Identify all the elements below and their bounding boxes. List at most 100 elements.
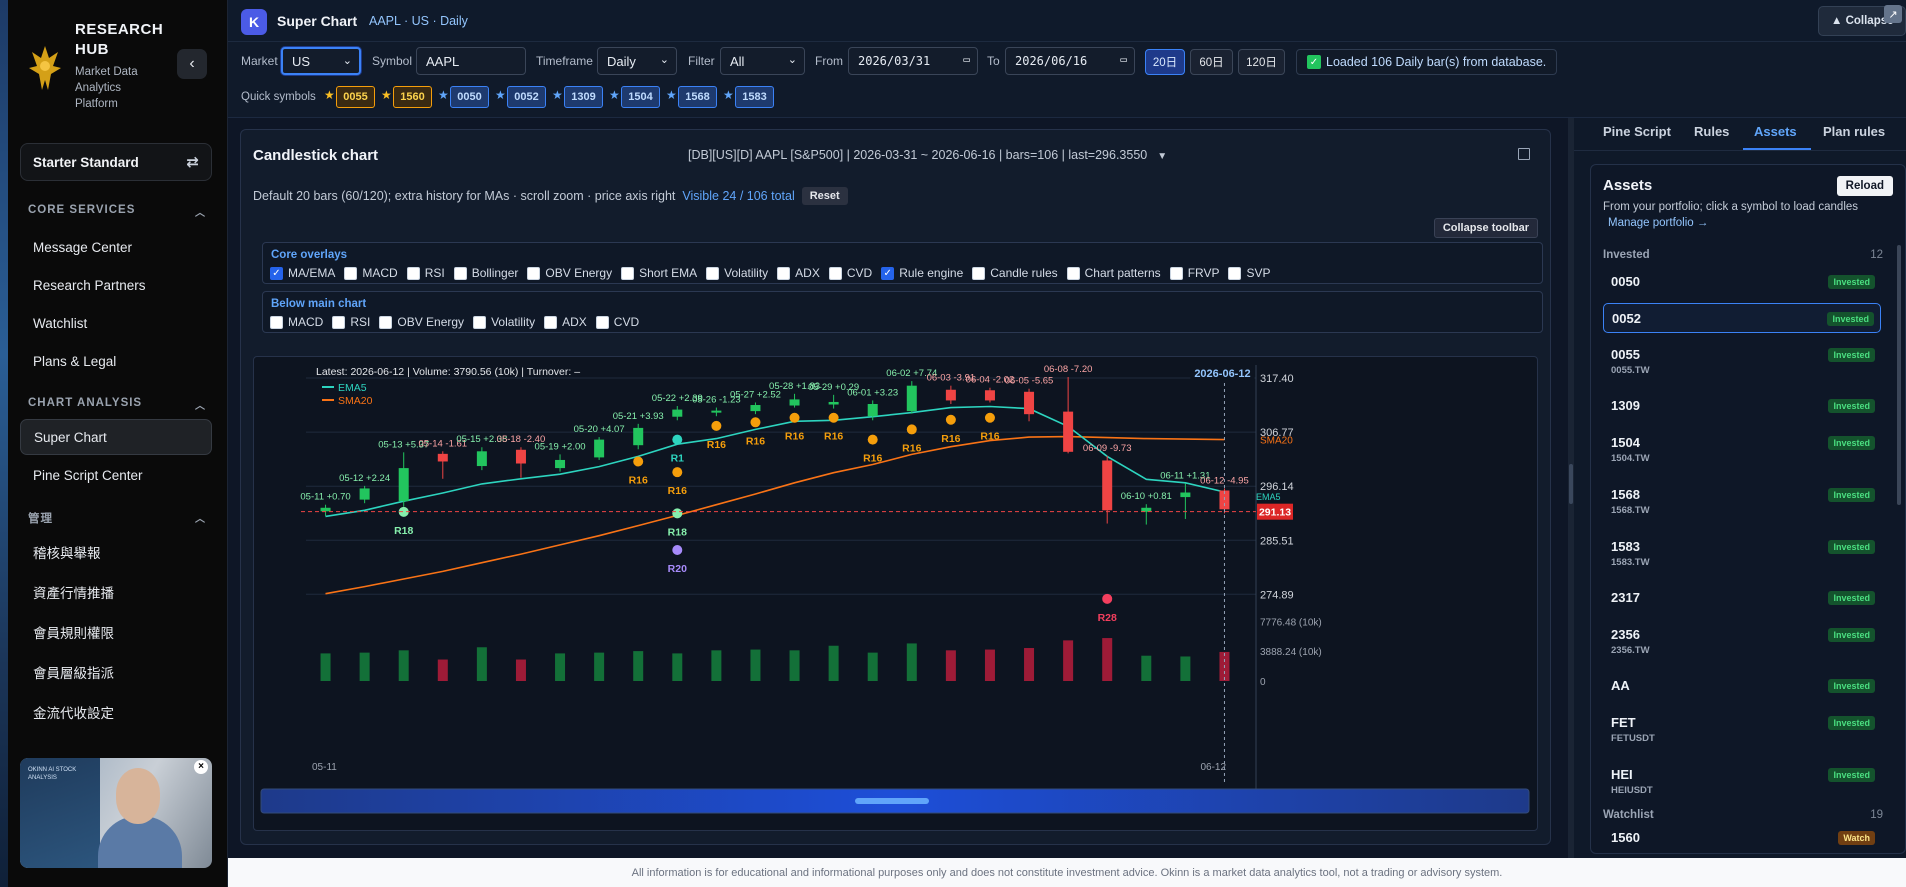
toggle-ma-ema[interactable]: ✓ MA/EMA: [270, 266, 335, 280]
brand[interactable]: RESEARCH HUB Market Data Analytics Platf…: [28, 16, 218, 116]
signal-marker[interactable]: [984, 412, 995, 423]
market-select[interactable]: US ⌄: [281, 47, 361, 75]
toggle-rsi[interactable]: RSI: [406, 266, 445, 280]
checkbox[interactable]: [972, 266, 986, 280]
toggle-chart-patterns[interactable]: Chart patterns: [1066, 266, 1161, 280]
to-date-input[interactable]: 2026/06/16 ▭: [1005, 47, 1135, 75]
asset-row-1568[interactable]: 1568 1568.TW Invested: [1603, 479, 1881, 525]
symbol-input[interactable]: AAPL: [416, 47, 526, 75]
sidebar-item-plans-legal[interactable]: Plans & Legal: [33, 353, 117, 369]
fullscreen-icon[interactable]: [1518, 148, 1530, 160]
signal-marker[interactable]: [828, 412, 839, 423]
chart-canvas[interactable]: 317.40 306.77 296.14 285.51 274.89 7776.48 (1…: [254, 357, 1537, 830]
reset-button[interactable]: Reset: [801, 187, 848, 205]
nav-section-2[interactable]: CHART ANALYSIS ︿: [28, 397, 206, 412]
quick-symbol-0052[interactable]: 0052: [507, 86, 546, 108]
collapse-toolbar-button[interactable]: Collapse toolbar: [1433, 218, 1538, 238]
calendar-icon[interactable]: ▭: [963, 53, 970, 66]
range-60-button[interactable]: 60日: [1190, 49, 1233, 75]
calendar-icon[interactable]: ▭: [1120, 53, 1127, 66]
checkbox[interactable]: [595, 315, 609, 329]
candle[interactable]: [867, 403, 878, 417]
candle[interactable]: [1063, 411, 1074, 452]
checkbox[interactable]: ✓: [270, 266, 283, 280]
tab-pine-script[interactable]: Pine Script: [1603, 124, 1671, 139]
signal-marker[interactable]: [906, 424, 917, 435]
asset-row-1583[interactable]: 1583 1583.TW Invested: [1603, 531, 1881, 577]
star-icon[interactable]: ★: [438, 88, 449, 102]
candle[interactable]: [750, 405, 761, 412]
tab-rules[interactable]: Rules: [1694, 124, 1730, 139]
signal-marker[interactable]: [633, 456, 644, 467]
candle[interactable]: [984, 390, 995, 401]
toggle-obv-energy[interactable]: OBV Energy: [379, 315, 464, 329]
filter-select[interactable]: All ⌄: [720, 47, 805, 75]
checkbox[interactable]: [473, 315, 487, 329]
candle[interactable]: [672, 409, 683, 417]
nav-section-1[interactable]: CORE SERVICES ︿: [28, 204, 206, 219]
sidebar-item-s2-0[interactable]: 稽核與舉報: [33, 546, 101, 561]
candlestick-chart[interactable]: 317.40 306.77 296.14 285.51 274.89 7776.48 (1…: [253, 356, 1538, 831]
signal-marker[interactable]: [750, 417, 761, 428]
manage-portfolio-link[interactable]: Manage portfolio →: [1608, 217, 1709, 229]
candle[interactable]: [1102, 460, 1113, 511]
toggle-rsi[interactable]: RSI: [332, 315, 370, 329]
panel-resize-handle[interactable]: [1568, 118, 1574, 858]
tab-plan-rules[interactable]: Plan rules: [1823, 124, 1886, 139]
candle[interactable]: [945, 389, 956, 401]
checkbox[interactable]: [1228, 266, 1242, 280]
candle[interactable]: [476, 451, 487, 467]
sidebar-item-s2-3[interactable]: 會員層級指派: [33, 666, 114, 681]
star-icon[interactable]: ★: [552, 88, 563, 102]
quick-symbol-1583[interactable]: 1583: [735, 86, 774, 108]
toggle-adx[interactable]: ADX: [544, 315, 587, 329]
toggle-bollinger[interactable]: Bollinger: [453, 266, 518, 280]
checkbox[interactable]: [1066, 266, 1080, 280]
candle[interactable]: [320, 507, 331, 512]
asset-row-0050[interactable]: 0050 Invested: [1603, 267, 1881, 297]
quick-symbol-0055[interactable]: 0055: [336, 86, 375, 108]
promo-video[interactable]: OKINN AI STOCK ANALYSIS ×: [20, 758, 212, 868]
signal-marker[interactable]: [672, 467, 683, 478]
checkbox[interactable]: [379, 315, 393, 329]
candle[interactable]: [633, 427, 644, 446]
quick-symbol-1560[interactable]: 1560: [393, 86, 432, 108]
candle[interactable]: [1141, 507, 1152, 512]
checkbox[interactable]: [453, 266, 467, 280]
sidebar-item-research-partners[interactable]: Research Partners: [33, 277, 146, 293]
signal-marker[interactable]: [398, 506, 409, 517]
sidebar-item-s2-2[interactable]: 會員規則權限: [33, 626, 114, 641]
asset-row-fet[interactable]: FET FETUSDT Invested: [1603, 707, 1881, 753]
navigator-handle[interactable]: [855, 798, 929, 804]
external-link-icon[interactable]: ↗: [1884, 5, 1902, 23]
asset-row-aa[interactable]: AA Invested: [1603, 671, 1881, 701]
candle[interactable]: [594, 439, 605, 458]
range-20-button[interactable]: 20日: [1145, 49, 1185, 75]
reload-button[interactable]: Reload: [1836, 176, 1893, 196]
star-icon[interactable]: ★: [495, 88, 506, 102]
signal-marker[interactable]: [711, 420, 722, 431]
candle[interactable]: [789, 399, 800, 406]
candle[interactable]: [555, 459, 566, 469]
nav-section-3[interactable]: 管理 ︿: [28, 510, 206, 526]
star-icon[interactable]: ★: [723, 88, 734, 102]
asset-row-0052[interactable]: 0052 Invested: [1603, 303, 1881, 333]
asset-row-hei[interactable]: HEI HEIUSDT Invested: [1603, 759, 1881, 805]
range-120-button[interactable]: 120日: [1238, 49, 1285, 75]
from-date-input[interactable]: 2026/03/31 ▭: [848, 47, 978, 75]
checkbox[interactable]: [777, 266, 791, 280]
star-icon[interactable]: ★: [381, 88, 392, 102]
toggle-cvd[interactable]: CVD: [595, 315, 639, 329]
asset-row-0055[interactable]: 0055 0055.TW Invested: [1603, 339, 1881, 385]
checkbox[interactable]: [527, 266, 541, 280]
tab-assets[interactable]: Assets: [1754, 124, 1797, 139]
quick-symbol-1309[interactable]: 1309: [564, 86, 603, 108]
checkbox[interactable]: ✓: [881, 266, 895, 280]
checkbox[interactable]: [828, 266, 842, 280]
sidebar-collapse-button[interactable]: ‹: [177, 49, 207, 79]
toggle-obv-energy[interactable]: OBV Energy: [527, 266, 612, 280]
candle[interactable]: [398, 468, 409, 502]
toggle-adx[interactable]: ADX: [777, 266, 820, 280]
candle[interactable]: [515, 449, 526, 464]
toggle-rule-engine[interactable]: ✓ Rule engine: [881, 266, 963, 280]
